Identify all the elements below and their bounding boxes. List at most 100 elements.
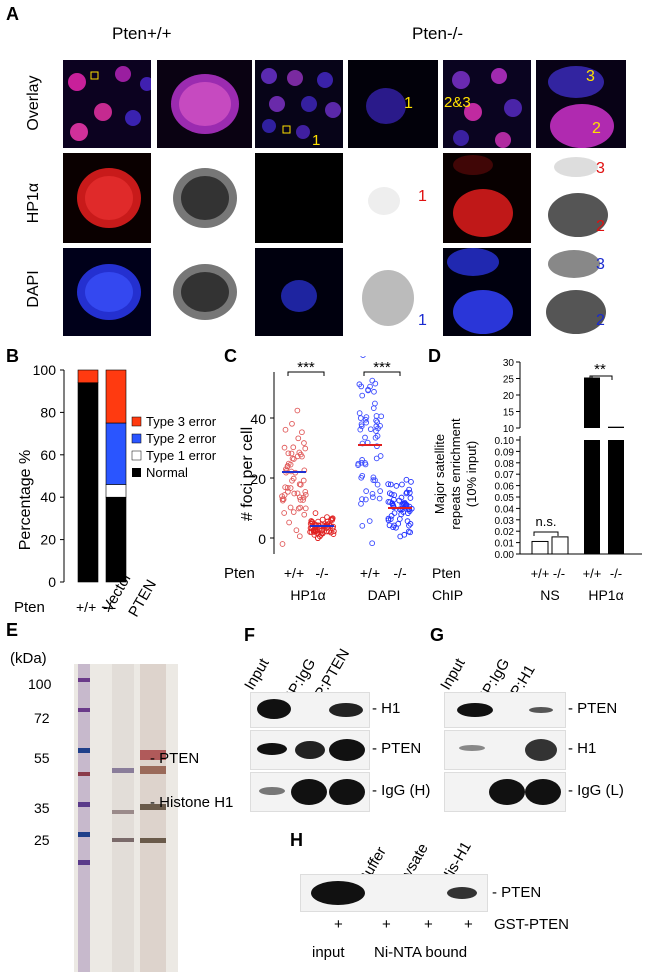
chart-c-point (378, 413, 385, 420)
chart-c-point (369, 377, 376, 384)
chart-c-point (302, 489, 309, 495)
chart-c-point (312, 510, 319, 516)
chart-c-point (291, 490, 298, 497)
chart-c-point (399, 481, 405, 488)
blot-g-h1 (444, 730, 566, 770)
legend-type1: Type 1 error (146, 448, 217, 463)
legend-swatch-type3 (131, 416, 142, 427)
chart-c-point (294, 407, 301, 414)
chart-c-point (387, 481, 394, 488)
chart-d-ytick-bot-0.05: 0.05 (495, 493, 515, 504)
chart-c-point (395, 520, 402, 527)
chart-c-point (296, 481, 303, 488)
chart-c-point (359, 457, 365, 463)
chart-d-ytick-bot-0.08: 0.08 (495, 459, 515, 470)
chart-d-bar-1 (551, 536, 569, 555)
chart-c-point (363, 414, 370, 420)
chart-b-ytick-20: 20 (40, 532, 56, 548)
chart-c-point (358, 383, 365, 390)
panel-b-letter: B (6, 346, 19, 366)
chart-d-ytick-top-30: 30 (503, 358, 515, 369)
chart-d-sig: ** (594, 361, 606, 378)
chart-d-bar-2-upper (584, 377, 600, 428)
row-label-hp1: HP1α (25, 182, 42, 224)
blot-g-pten (444, 692, 566, 728)
chart-c-ytick-0: 0 (258, 531, 266, 547)
micrograph-dapi-ko-2 (443, 248, 531, 336)
chart-c-point (362, 434, 368, 441)
chart-c-point (385, 481, 392, 487)
chart-b-ytick-100: 100 (33, 362, 57, 378)
chart-d-ytick-bot-0.04: 0.04 (495, 504, 515, 515)
chart-b-bar--/--type-3-error (105, 369, 127, 424)
overlay-ko-zoom2-annotation-3: 3 (586, 68, 595, 85)
chart-c-point (403, 490, 410, 497)
chart-c-point (362, 460, 368, 466)
panel-a-letter: A (6, 4, 19, 24)
chart-c-point (376, 495, 383, 502)
chart-b-bar-+/+-type-3-error (77, 369, 99, 384)
chart-c-point (358, 421, 365, 428)
chart-d-ylabel-1: Major satellite (432, 434, 447, 514)
chart-c-point (388, 491, 395, 498)
band-label-pten: - PTEN (150, 750, 200, 767)
plus-lysate: + (424, 916, 433, 933)
chart-c-point (372, 477, 378, 484)
group-ko-label: Pten-/- (412, 24, 464, 43)
chart-c-point (281, 444, 288, 451)
chart-c-point (287, 461, 294, 468)
chart-d-group-1: -/- (553, 566, 565, 581)
chart-b-ylabel: Percentage % (17, 450, 34, 551)
plus-buffer: + (382, 916, 391, 933)
chart-c-point (356, 410, 363, 416)
chart-c-group-0: +/+ (284, 565, 304, 581)
legend-swatch-normal (132, 468, 141, 477)
chart-c-point (398, 511, 405, 518)
chart-d-ylabel-2: repeats enrichment (448, 418, 463, 530)
blot-g-igg (444, 772, 566, 812)
micrograph-overlay-ko-field (255, 60, 343, 148)
chart-c-point (359, 522, 366, 529)
ni-nta-bound-label: Ni-NTA bound (374, 944, 468, 961)
legend-type3: Type 3 error (146, 414, 217, 429)
panel-d-letter: D (428, 346, 441, 366)
micrograph-dapi-wt (63, 248, 151, 336)
input-label: input (312, 944, 345, 961)
chart-c-point (367, 426, 374, 433)
chart-c-point (370, 405, 377, 412)
chart-c-ytick-40: 40 (250, 411, 266, 427)
chart-d-chip-hp1: HP1α (588, 587, 623, 603)
chart-c-point (374, 419, 381, 426)
micrograph-hp1-ko (255, 153, 343, 243)
chart-b-ytick-60: 60 (40, 447, 56, 463)
legend-normal: Normal (146, 465, 188, 480)
chart-c-point (311, 532, 318, 538)
chart-d-group-2: +/+ (583, 566, 602, 581)
legend-type2: Type 2 error (146, 431, 217, 446)
chart-d-bar-0 (531, 540, 549, 555)
chart-c-point (396, 516, 403, 522)
chart-c-point (362, 416, 369, 423)
chart-c-point (295, 505, 302, 512)
chart-c-point (377, 453, 384, 459)
chart-c-point (398, 494, 405, 501)
chart-c-point (391, 510, 398, 516)
chart-c-point (308, 529, 315, 535)
overlay-ko-annotation-1: 1 (312, 132, 321, 149)
blot-f-label-pten: - PTEN (372, 740, 422, 757)
chart-c-point (358, 423, 365, 430)
chart-c-point (360, 356, 366, 358)
chart-c-point (279, 541, 286, 547)
chart-d: Major satellite repeats enrichment (10% … (432, 358, 642, 603)
hp1-ko2-annotation-2: 2 (596, 218, 605, 235)
chart-c-point (401, 501, 407, 508)
chart-c-point (363, 488, 370, 494)
chart-c-point (319, 530, 325, 537)
micrograph-overlay-wt-zoom (157, 60, 252, 148)
blot-f-pten (250, 730, 370, 770)
chart-d-ytick-top-20: 20 (503, 391, 515, 402)
chart-c-point (287, 485, 294, 491)
chart-d-sig-ns: n.s. (536, 514, 557, 529)
chart-d-ylabel-3: (10% input) (464, 441, 479, 507)
chart-c-row-label: Pten (224, 565, 255, 582)
